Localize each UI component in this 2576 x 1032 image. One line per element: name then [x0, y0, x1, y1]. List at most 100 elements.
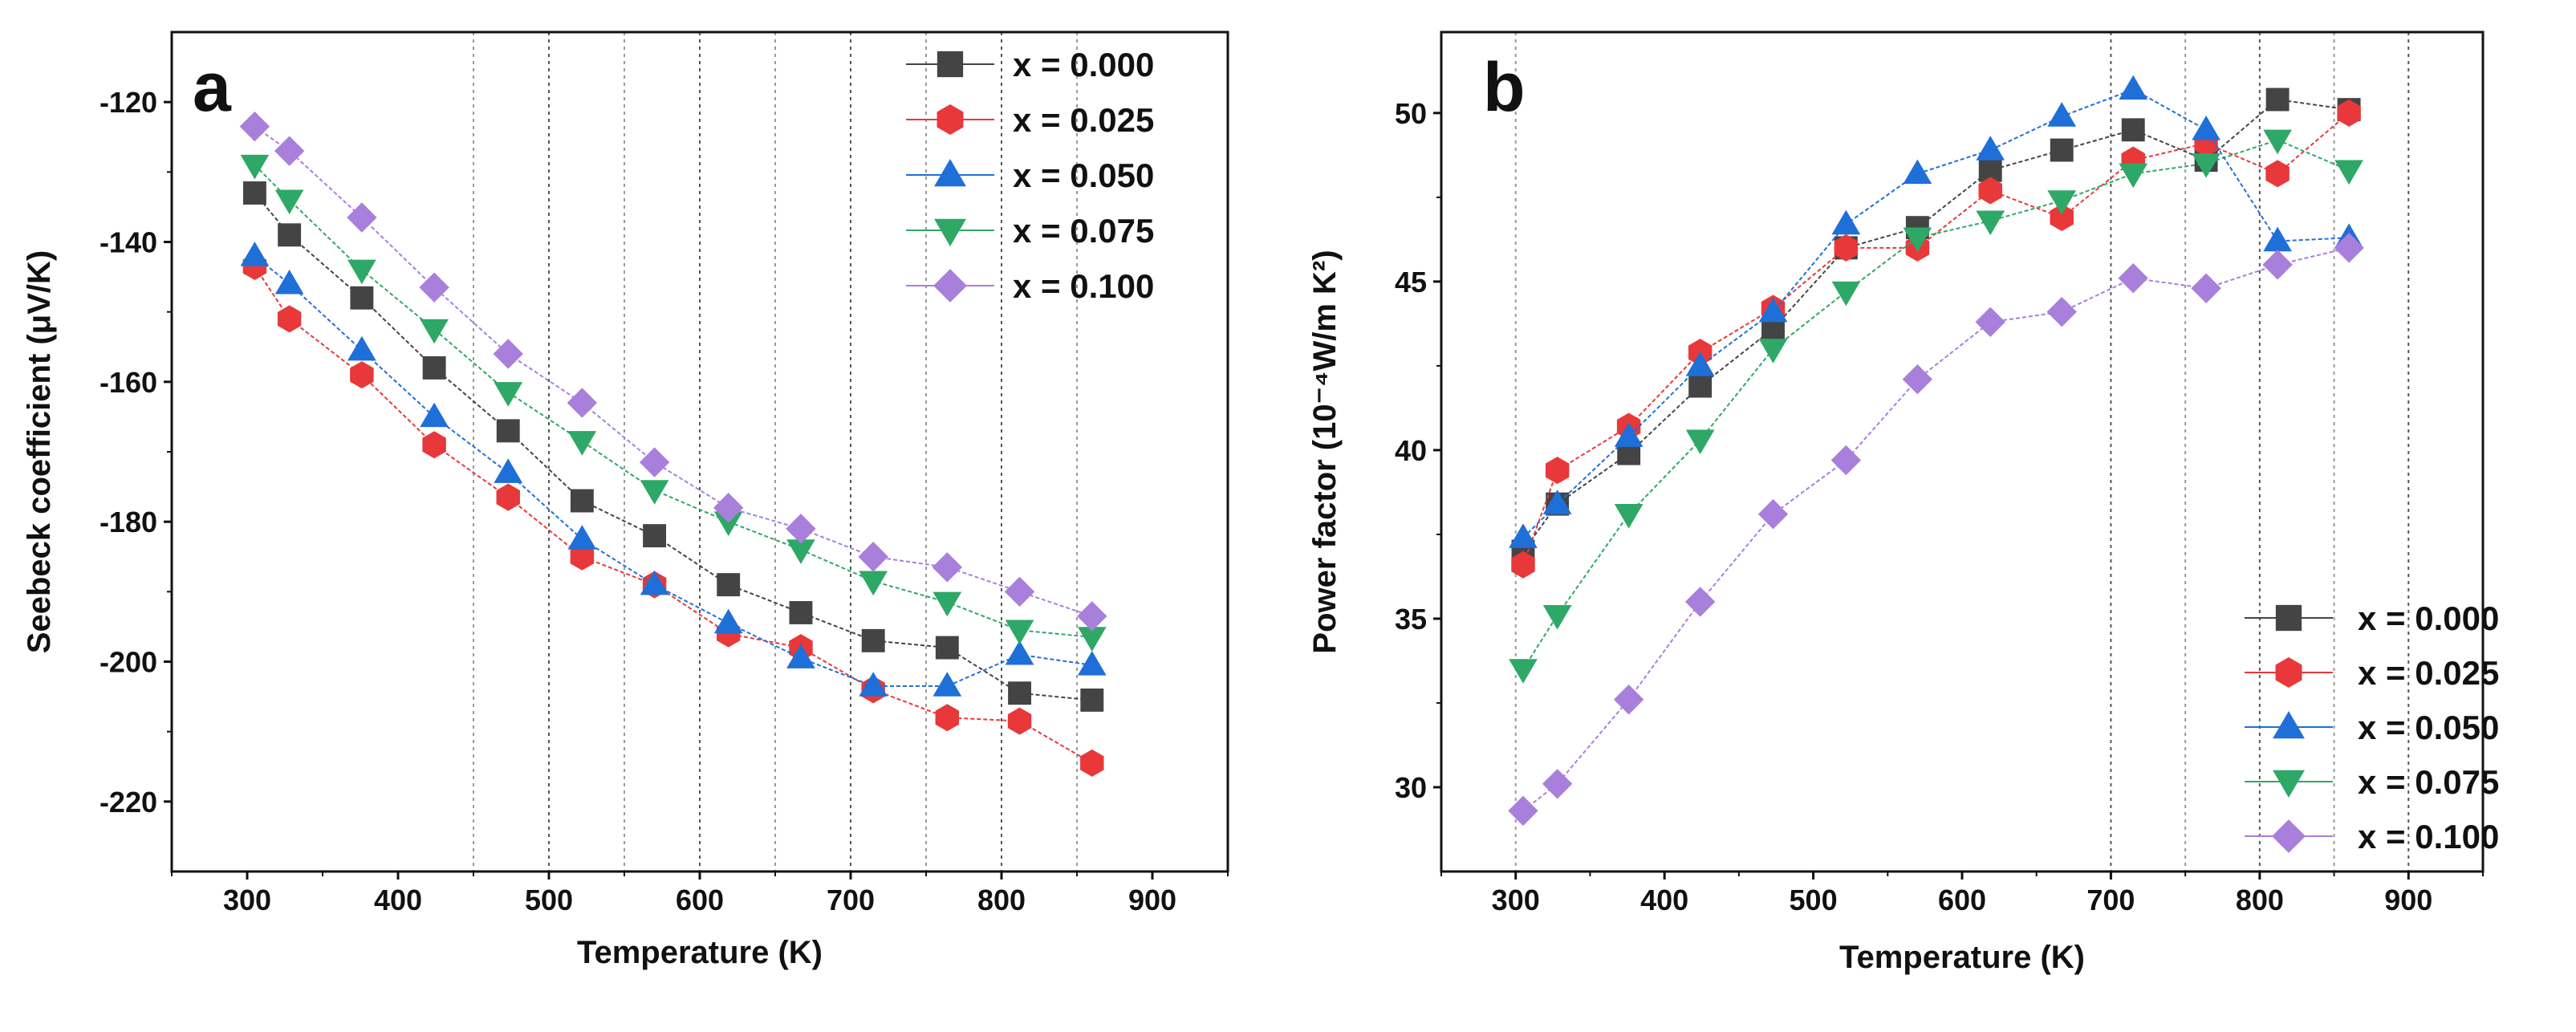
data-point [1831, 281, 1861, 307]
data-point [274, 136, 305, 166]
data-point [1509, 523, 1538, 548]
y-tick-label: -160 [100, 366, 157, 399]
data-point [1005, 640, 1034, 665]
y-tick-label: 50 [1395, 97, 1427, 130]
data-point [1004, 576, 1035, 607]
legend-item: x = 0.025 [906, 101, 1154, 139]
data-point [1978, 177, 2002, 205]
data-point [1834, 234, 1859, 262]
x-tick-label: 500 [525, 884, 573, 916]
data-point [274, 269, 304, 295]
data-point [1684, 587, 1716, 617]
data-point [567, 388, 598, 418]
series-line [254, 266, 1093, 764]
series-line [1522, 112, 2350, 566]
legend-item: x = 0.050 [2245, 709, 2499, 746]
series-0.050 [240, 242, 1107, 697]
legend-item: x = 0.025 [2245, 654, 2499, 692]
data-point [1613, 685, 1644, 715]
data-point [493, 339, 523, 369]
panel-a: 300 400 500 600 700 800 900 -220 -200 -180 -160 -14… [22, 30, 1229, 970]
legend-label: x = 0.025 [1013, 101, 1154, 139]
data-point [1757, 499, 1789, 530]
panel-b: 300 400 500 600 700 800 900 30 35 40 45 50 Temperatu… [1307, 30, 2499, 975]
data-point [1008, 681, 1032, 705]
panel-label: b [1483, 49, 1526, 126]
data-point [859, 672, 888, 697]
legend-item: x = 0.100 [906, 267, 1154, 305]
data-point [2192, 115, 2220, 140]
series-0.075 [1509, 129, 2363, 684]
data-point [422, 431, 446, 459]
data-point [420, 319, 449, 344]
data-point [1903, 159, 1932, 185]
data-point [2050, 138, 2074, 162]
data-point [1758, 297, 1788, 323]
data-point [935, 636, 959, 660]
data-point [1614, 503, 1644, 529]
data-point [639, 447, 670, 477]
series-0.100 [239, 111, 1107, 632]
legend-label: x = 0.050 [2358, 709, 2499, 746]
data-point [858, 542, 888, 572]
data-point [240, 242, 270, 266]
data-point [1545, 457, 1570, 485]
legend-label: x = 0.000 [1013, 46, 1154, 83]
data-point [1542, 604, 1572, 630]
series-line [254, 125, 1093, 617]
data-point [422, 356, 446, 380]
legend-label: x = 0.050 [1013, 156, 1154, 194]
series-line [254, 255, 1092, 688]
data-point [2047, 102, 2077, 127]
data-point [1080, 749, 1104, 777]
data-point [786, 644, 815, 668]
data-point [347, 335, 376, 361]
series-line [254, 164, 1092, 638]
legend-item: x = 0.050 [906, 156, 1154, 194]
data-point [1005, 620, 1034, 645]
y-tick-label: -140 [100, 226, 157, 259]
data-point [567, 525, 597, 550]
data-point [240, 154, 270, 180]
data-point [1080, 688, 1104, 712]
legend-diamond-icon [2272, 819, 2306, 853]
data-point [2119, 163, 2148, 189]
data-point [419, 272, 449, 303]
legend-item: x = 0.075 [2245, 763, 2499, 801]
data-point [1542, 769, 1573, 799]
data-point [1976, 136, 2005, 160]
legend-label: x = 0.075 [1013, 212, 1154, 250]
y-tick-label: -200 [100, 646, 157, 679]
data-point [1614, 422, 1644, 447]
data-point [494, 458, 523, 483]
data-point [496, 419, 520, 443]
legend-triangle-down-icon [934, 218, 966, 246]
data-point [278, 223, 302, 247]
x-tick-label: 600 [676, 884, 724, 916]
data-point [932, 591, 962, 617]
x-tick-label: 900 [1128, 884, 1176, 916]
data-point [350, 286, 374, 310]
x-tick-label: 500 [1790, 884, 1838, 916]
y-axis-label: Seebeck coefficient (μV/K) [22, 250, 57, 653]
series-0.075 [240, 154, 1107, 652]
data-point [1007, 707, 1032, 735]
legend-label: x = 0.025 [2358, 654, 2499, 692]
data-point [1685, 429, 1715, 455]
legend-item: x = 0.000 [906, 46, 1154, 83]
data-point [2191, 273, 2221, 303]
x-tick-label: 400 [1640, 884, 1688, 916]
y-tick-label: -180 [100, 506, 157, 538]
data-point [2046, 296, 2077, 327]
data-point [786, 539, 815, 564]
y-tick-label: -220 [100, 786, 157, 819]
data-point [570, 489, 594, 513]
data-point [1975, 307, 2005, 337]
series-0.000 [242, 181, 1104, 712]
data-point [274, 189, 304, 215]
data-point [1688, 374, 1713, 398]
data-point [2334, 160, 2363, 185]
data-point [420, 402, 449, 428]
data-point [1685, 351, 1715, 376]
legend-item: x = 0.075 [906, 212, 1154, 250]
